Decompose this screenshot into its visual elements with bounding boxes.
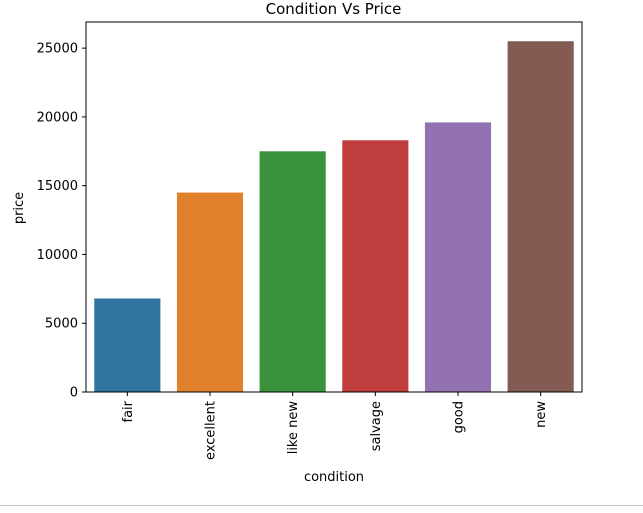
window-bottom-rule [0,505,643,506]
bar-fair [94,298,161,392]
bar-new [507,41,574,393]
x-tick-label: salvage [369,401,384,451]
y-axis-label: price [12,192,27,224]
x-tick-label: fair [121,400,136,422]
bar-like-new [259,151,326,392]
x-tick-label: like new [286,401,301,455]
bar-excellent [176,192,244,392]
x-tick-label: good [452,401,467,433]
bar-salvage [342,140,409,392]
y-axis: 0 5000 10000 15000 20000 25000 [37,42,86,401]
chart-title: Condition Vs Price [266,0,402,18]
x-axis: fair excellent like new salvage good new [121,392,549,460]
x-tick-label: excellent [204,401,219,460]
y-tick-label: 15000 [37,179,78,194]
y-tick-label: 10000 [37,248,78,263]
x-axis-label: condition [304,470,364,485]
y-tick-label: 5000 [45,317,78,332]
y-tick-label: 0 [70,386,78,401]
bars-group [94,41,574,393]
y-tick-label: 25000 [37,42,78,57]
y-tick-label: 20000 [37,110,78,125]
plot-frame [85,21,583,393]
x-tick-label: new [534,401,549,428]
bar-good [424,122,492,392]
